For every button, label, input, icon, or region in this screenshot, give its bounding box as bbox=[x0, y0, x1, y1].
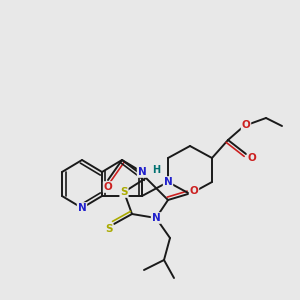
Text: N: N bbox=[78, 203, 86, 213]
Text: N: N bbox=[152, 213, 160, 223]
Text: O: O bbox=[103, 182, 112, 192]
Text: N: N bbox=[138, 167, 146, 177]
Text: O: O bbox=[242, 120, 250, 130]
Text: S: S bbox=[105, 224, 113, 234]
Text: N: N bbox=[164, 177, 172, 187]
Text: O: O bbox=[248, 153, 256, 163]
Text: S: S bbox=[120, 187, 128, 197]
Text: H: H bbox=[152, 165, 160, 175]
Text: O: O bbox=[190, 186, 198, 196]
